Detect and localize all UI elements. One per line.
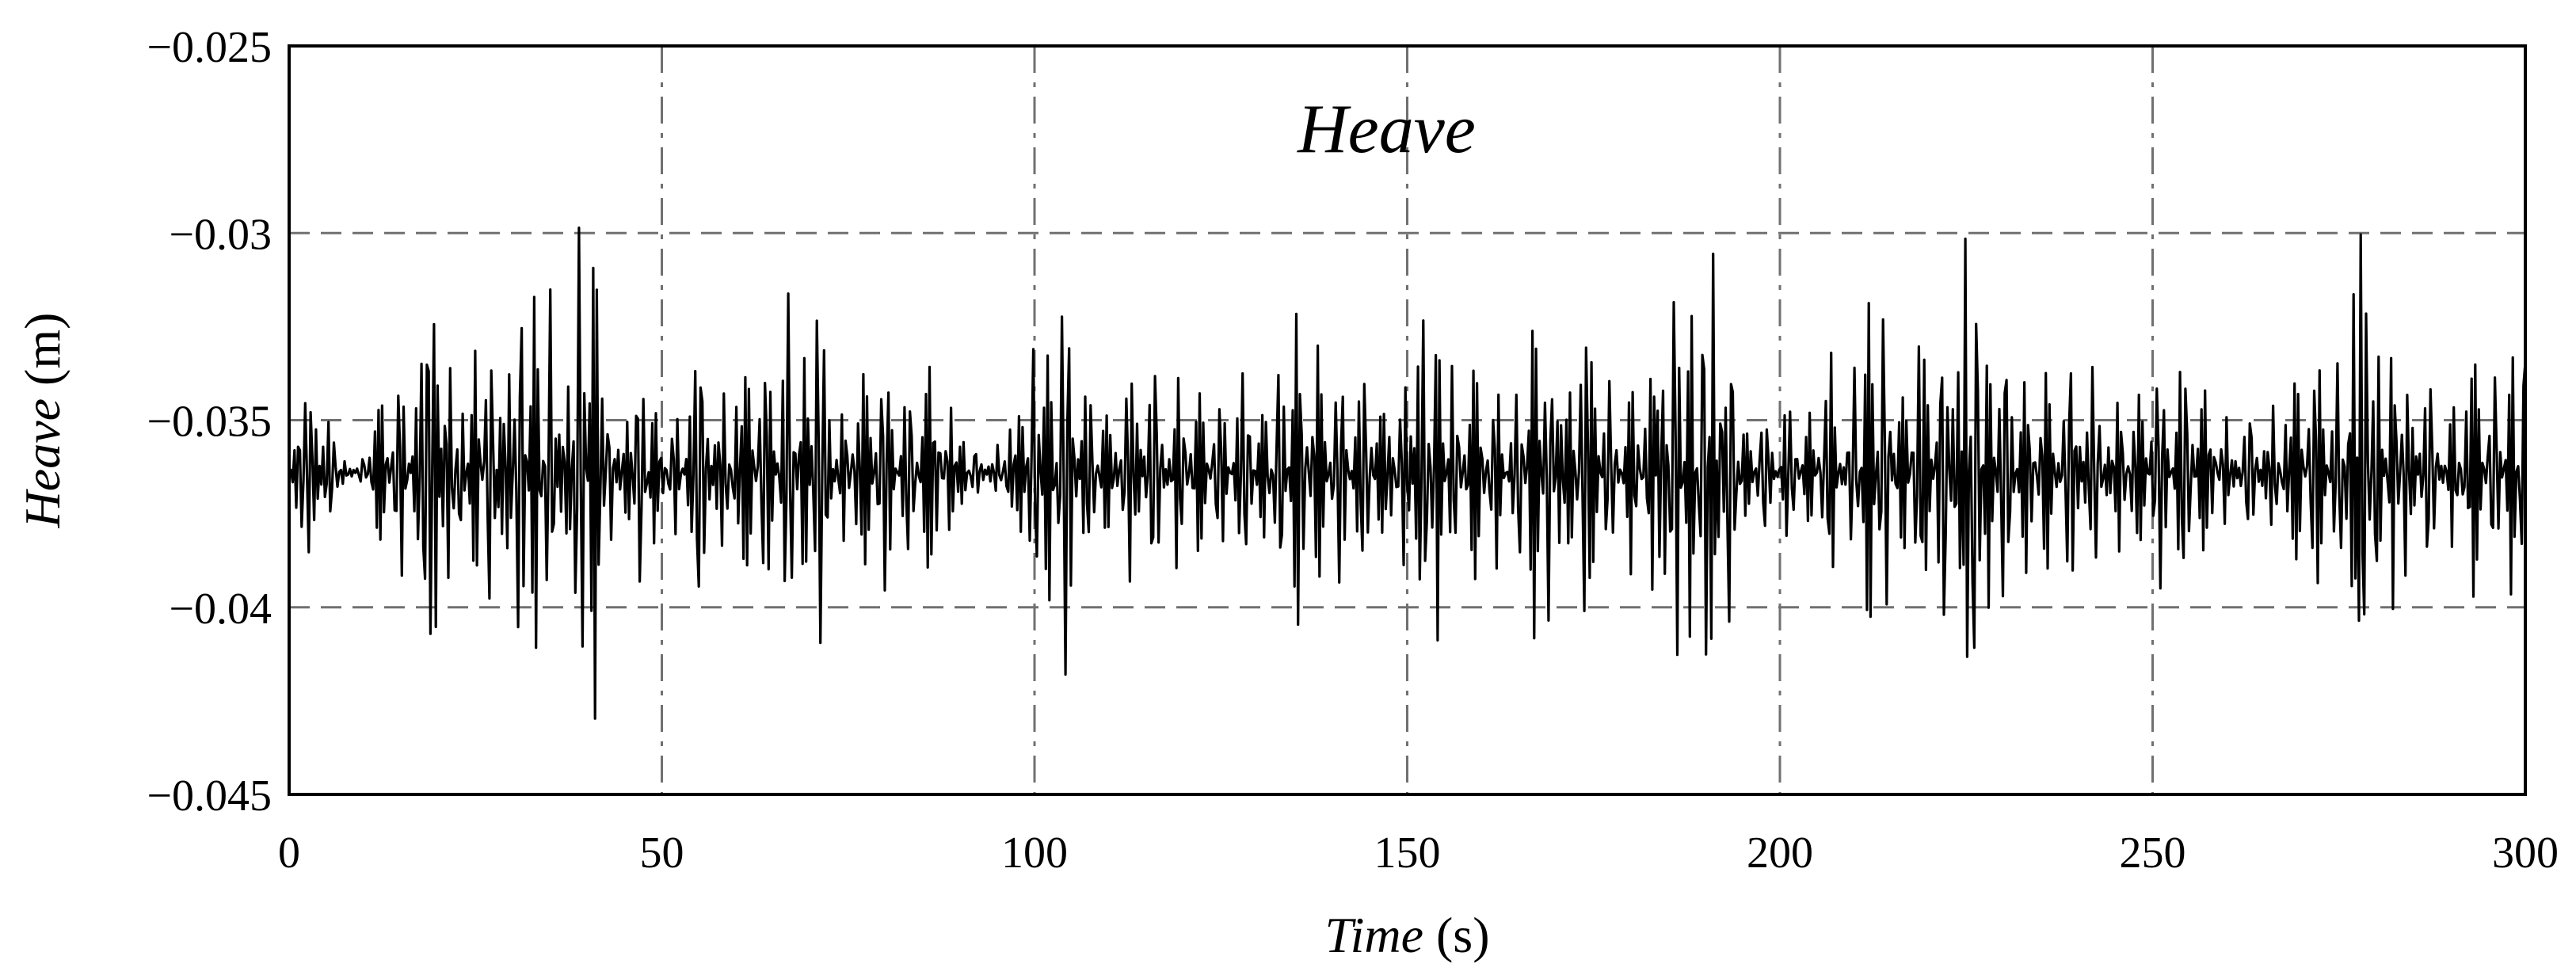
plot-frame (288, 44, 2527, 796)
y-tick-label: −0.035 (147, 398, 272, 447)
y-axis: −0.025 −0.03 −0.035 −0.04 −0.045 (147, 23, 272, 821)
y-axis-title-unit: (m) (14, 313, 70, 398)
y-tick-label: −0.04 (169, 585, 272, 634)
heave-series-line (288, 227, 2527, 720)
x-tick-label: 100 (1001, 828, 1068, 878)
x-axis: 0 50 100 150 200 250 300 (278, 828, 2559, 878)
y-tick-label: −0.045 (147, 771, 272, 821)
plot-area (288, 227, 2527, 720)
chart-title: Heave (1297, 91, 1476, 168)
x-axis-title: Time (s) (1325, 907, 1490, 963)
x-tick-label: 0 (278, 828, 300, 878)
x-axis-title-variable: Time (1325, 907, 1423, 963)
y-tick-label: −0.03 (169, 210, 272, 259)
y-axis-title: Heave (m) (14, 313, 70, 529)
x-axis-title-unit: (s) (1423, 907, 1490, 963)
x-tick-label: 250 (2120, 828, 2186, 878)
y-tick-label: −0.025 (147, 23, 272, 72)
x-tick-label: 50 (640, 828, 684, 878)
x-tick-label: 300 (2492, 828, 2559, 878)
x-tick-label: 150 (1374, 828, 1441, 878)
y-axis-title-variable: Heave (14, 398, 70, 528)
x-tick-label: 200 (1747, 828, 1813, 878)
